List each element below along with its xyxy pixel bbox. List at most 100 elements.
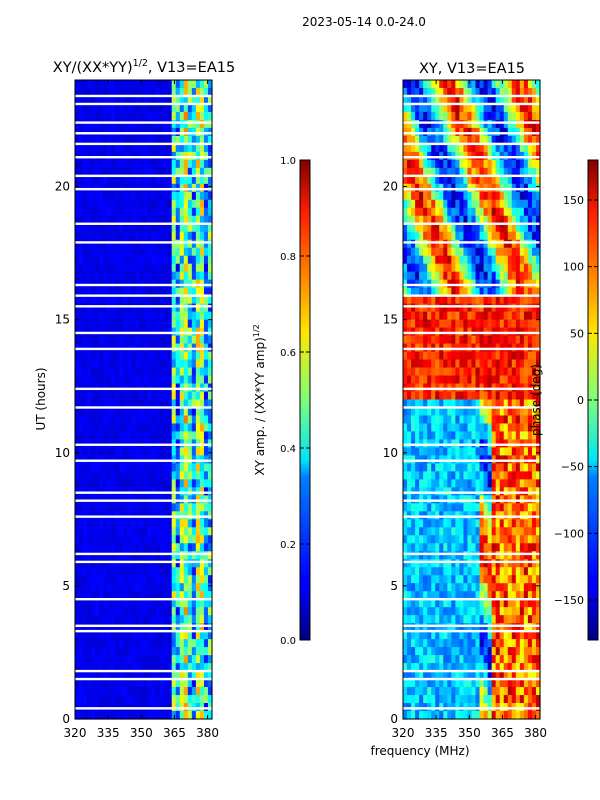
heatmap-cell bbox=[467, 303, 473, 313]
y-tick-label: 15 bbox=[55, 313, 70, 327]
heatmap-cell bbox=[107, 527, 112, 536]
heatmap-cell bbox=[159, 671, 165, 680]
heatmap-cell bbox=[103, 159, 108, 169]
heatmap-cell bbox=[207, 687, 213, 696]
heatmap-cell bbox=[147, 175, 153, 185]
heatmap-cell bbox=[451, 199, 456, 209]
heatmap-cell bbox=[443, 303, 448, 313]
heatmap-cell bbox=[127, 80, 133, 89]
heatmap-cell bbox=[447, 479, 452, 488]
heatmap-cell bbox=[159, 239, 165, 249]
heatmap-cell bbox=[411, 247, 416, 257]
heatmap-cell bbox=[187, 191, 193, 201]
heatmap-cell bbox=[135, 191, 141, 201]
heatmap-cell bbox=[503, 207, 509, 217]
heatmap-cell bbox=[411, 543, 416, 552]
heatmap-cell bbox=[427, 319, 432, 329]
heatmap-cell bbox=[147, 567, 153, 576]
heatmap-cell bbox=[171, 519, 177, 528]
heatmap-cell bbox=[191, 319, 197, 329]
heatmap-cell bbox=[407, 359, 412, 369]
heatmap-cell bbox=[531, 159, 537, 169]
heatmap-cell bbox=[79, 687, 84, 696]
heatmap-cell bbox=[447, 191, 452, 201]
heatmap-cell bbox=[139, 631, 145, 640]
heatmap-cell bbox=[183, 239, 189, 249]
heatmap-cell bbox=[531, 311, 537, 321]
heatmap-cell bbox=[515, 223, 521, 233]
heatmap-cell bbox=[415, 255, 420, 265]
heatmap-cell bbox=[467, 207, 473, 217]
heatmap-cell bbox=[403, 447, 408, 457]
heatmap-cell bbox=[199, 583, 205, 592]
heatmap-cell bbox=[459, 311, 465, 321]
heatmap-cell bbox=[87, 223, 92, 233]
flagged-row bbox=[75, 142, 212, 146]
heatmap-cell bbox=[483, 471, 489, 480]
heatmap-cell bbox=[487, 295, 493, 305]
heatmap-cell bbox=[179, 191, 185, 201]
heatmap-cell bbox=[99, 295, 104, 305]
heatmap-cell bbox=[451, 255, 456, 265]
heatmap-cell bbox=[411, 575, 416, 584]
heatmap-cell bbox=[195, 391, 201, 401]
heatmap-cell bbox=[459, 263, 465, 273]
heatmap-cell bbox=[143, 639, 149, 648]
heatmap-cell bbox=[79, 407, 84, 417]
heatmap-cell bbox=[479, 567, 485, 576]
heatmap-cell bbox=[111, 615, 116, 624]
heatmap-cell bbox=[183, 399, 189, 409]
heatmap-cell bbox=[459, 575, 465, 584]
heatmap-cell bbox=[439, 519, 444, 528]
heatmap-cell bbox=[143, 591, 149, 600]
heatmap-cell bbox=[155, 527, 161, 536]
heatmap-cell bbox=[83, 407, 88, 417]
heatmap-cell bbox=[99, 407, 104, 417]
heatmap-cell bbox=[527, 543, 533, 552]
heatmap-cell bbox=[431, 423, 436, 433]
heatmap-cell bbox=[535, 95, 541, 105]
heatmap-cell bbox=[131, 679, 137, 688]
heatmap-cell bbox=[203, 447, 209, 457]
heatmap-cell bbox=[139, 375, 145, 385]
heatmap-cell bbox=[451, 319, 456, 329]
heatmap-cell bbox=[203, 615, 209, 624]
heatmap-cell bbox=[143, 215, 149, 225]
heatmap-cell bbox=[495, 143, 501, 153]
heatmap-cell bbox=[491, 159, 497, 169]
heatmap-cell bbox=[155, 223, 161, 233]
heatmap-cell bbox=[503, 423, 509, 433]
heatmap-cell bbox=[99, 263, 104, 273]
heatmap-cell bbox=[531, 375, 537, 385]
heatmap-cell bbox=[143, 223, 149, 233]
heatmap-cell bbox=[99, 215, 104, 225]
heatmap-cell bbox=[459, 143, 465, 153]
heatmap-cell bbox=[75, 351, 80, 361]
heatmap-cell bbox=[479, 407, 485, 417]
heatmap-cell bbox=[143, 119, 149, 129]
heatmap-cell bbox=[447, 255, 452, 265]
heatmap-cell bbox=[431, 551, 436, 560]
heatmap-cell bbox=[443, 295, 448, 305]
heatmap-cell bbox=[427, 167, 432, 177]
heatmap-cell bbox=[487, 415, 493, 425]
heatmap-cell bbox=[123, 247, 128, 257]
heatmap-cell bbox=[523, 239, 529, 249]
heatmap-cell bbox=[411, 263, 416, 273]
heatmap-cell bbox=[207, 599, 213, 608]
heatmap-cell bbox=[527, 375, 533, 385]
heatmap-cell bbox=[107, 239, 112, 249]
heatmap-cell bbox=[103, 599, 108, 608]
heatmap-cell bbox=[163, 599, 169, 608]
heatmap-cell bbox=[455, 559, 461, 568]
heatmap-cell bbox=[443, 319, 448, 329]
heatmap-cell bbox=[447, 575, 452, 584]
heatmap-cell bbox=[499, 559, 505, 568]
heatmap-cell bbox=[99, 87, 104, 97]
heatmap-cell bbox=[127, 271, 133, 281]
heatmap-cell bbox=[143, 663, 149, 672]
heatmap-cell bbox=[511, 575, 517, 584]
heatmap-cell bbox=[451, 447, 456, 457]
heatmap-cell bbox=[107, 335, 112, 345]
